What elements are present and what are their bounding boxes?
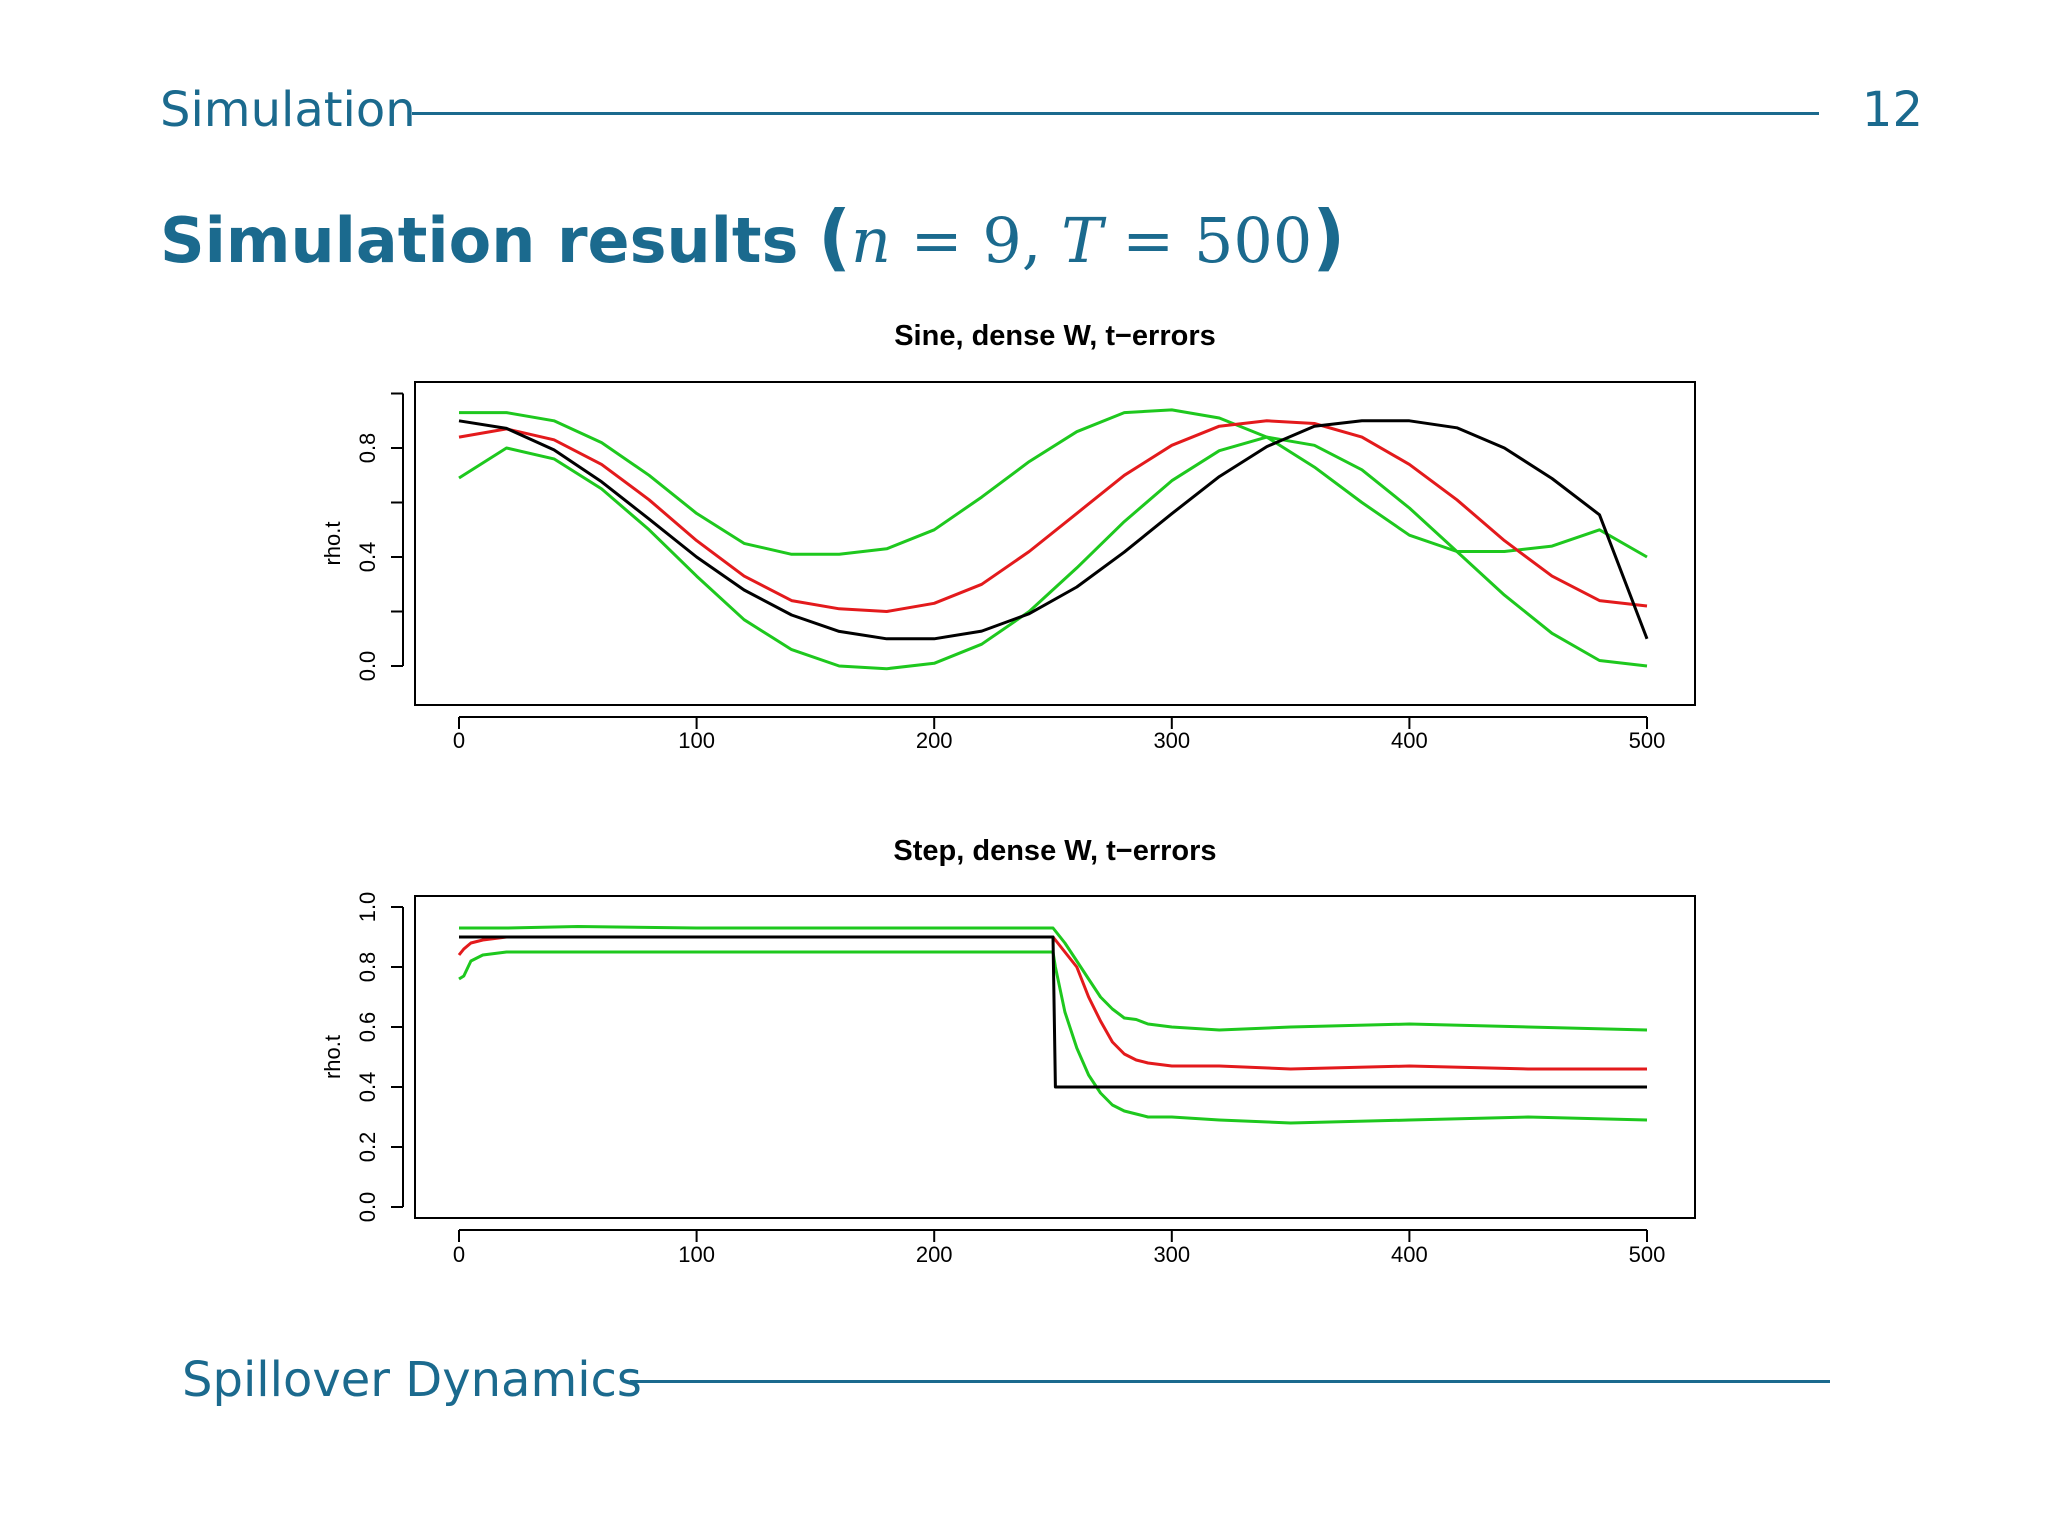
chart-0-series-true <box>458 419 1649 641</box>
chart-0-y-tick-label: 0.8 <box>355 433 380 464</box>
chart-1-x-tick-label: 200 <box>916 1242 953 1267</box>
title-close-paren: ) <box>1312 195 1346 279</box>
chart-0-x-tick-label: 0 <box>453 728 465 753</box>
chart-1-x-tick-label: 300 <box>1153 1242 1190 1267</box>
chart-1-y-tick-label: 0.0 <box>355 1192 380 1223</box>
footer-label: Spillover Dynamics <box>182 1352 642 1408</box>
chart-0-y-label: rho.t <box>320 521 345 565</box>
title-t-var: T <box>1061 204 1103 277</box>
title-n-var: n <box>851 204 891 277</box>
chart-1-x-tick-label: 500 <box>1629 1242 1666 1267</box>
chart-1-y-tick-label: 1.0 <box>355 892 380 923</box>
slide-title: Simulation results (n = 9, T = 500) <box>160 195 1345 279</box>
chart-1-x-tick-label: 0 <box>453 1242 465 1267</box>
chart-0-x-tick-label: 100 <box>678 728 715 753</box>
chart-1-y-tick-label: 0.6 <box>355 1012 380 1043</box>
chart-0-y-tick-label: 0.4 <box>355 542 380 573</box>
chart-1-x-tick-label: 400 <box>1391 1242 1428 1267</box>
title-open-paren: ( <box>818 195 852 279</box>
chart-0-series-lower-band <box>458 435 1648 671</box>
chart-1-y-label: rho.t <box>320 1035 345 1079</box>
chart-1-y-tick-label: 0.4 <box>355 1072 380 1103</box>
chart-0-frame <box>414 381 1696 706</box>
chart-1-y-tick-label: 0.2 <box>355 1132 380 1163</box>
chart-1-series-upper-band <box>459 925 1648 1032</box>
chart-0-series-upper-band <box>459 408 1648 559</box>
chart-1-y-tick-label: 0.8 <box>355 952 380 983</box>
title-text: Simulation results <box>160 204 799 277</box>
chart-0-title: Sine, dense W, t−errors <box>894 320 1216 352</box>
chart-0-y-tick-label: 0.0 <box>355 651 380 682</box>
title-n-eq: = 9, <box>890 204 1042 277</box>
section-label: Simulation <box>160 82 416 138</box>
chart-0-x-tick-label: 200 <box>916 728 953 753</box>
chart-0-series-estimate <box>458 419 1648 613</box>
chart-1-x-tick-label: 100 <box>678 1242 715 1267</box>
page-number: 12 <box>1861 82 1923 138</box>
chart-0-x-tick-label: 400 <box>1391 728 1428 753</box>
chart-1-series-true <box>459 935 1647 1089</box>
footer-rule <box>630 1380 1830 1383</box>
chart-0-x-tick-label: 300 <box>1153 728 1190 753</box>
chart-0-x-tick-label: 500 <box>1629 728 1666 753</box>
chart-1-frame <box>414 895 1696 1219</box>
header-rule <box>412 112 1819 115</box>
chart-1-series-lower-band <box>458 950 1648 1125</box>
title-t-eq: = 500 <box>1102 204 1313 277</box>
chart-1-title: Step, dense W, t−errors <box>893 835 1216 867</box>
